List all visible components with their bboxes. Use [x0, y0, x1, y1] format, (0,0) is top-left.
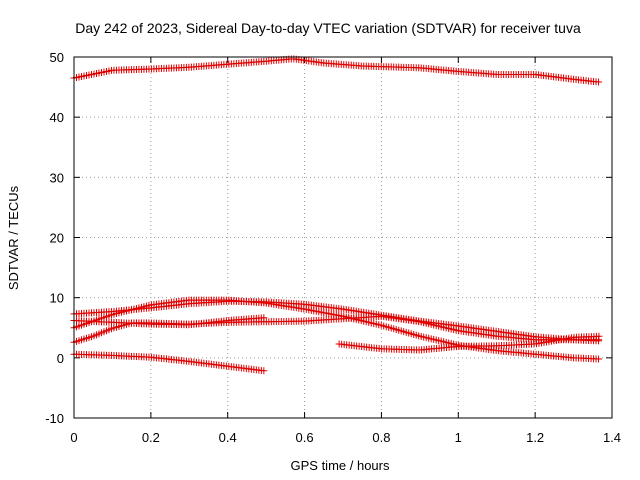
- series-sat-1: [70, 55, 603, 86]
- x-tick-label: 1: [455, 430, 462, 445]
- y-tick-label: 20: [50, 231, 64, 246]
- data-point: [260, 367, 268, 375]
- x-tick-label: 1.2: [526, 430, 544, 445]
- x-tick-label: 1.4: [603, 430, 621, 445]
- y-tick-label: 10: [50, 291, 64, 306]
- y-axis-label: SDTVAR / TECUs: [6, 185, 21, 290]
- series-sat-5: [70, 314, 268, 329]
- x-tick-label: 0.6: [296, 430, 314, 445]
- y-tick-label: 50: [50, 50, 64, 65]
- data-points: [70, 55, 603, 375]
- x-tick-label: 0: [70, 430, 77, 445]
- y-tick-label: 0: [57, 351, 64, 366]
- series-sat-4: [70, 312, 603, 346]
- x-tick-label: 0.2: [142, 430, 160, 445]
- x-tick-label: 0.4: [219, 430, 237, 445]
- data-point: [260, 314, 268, 322]
- data-point: [595, 332, 603, 340]
- plot-frame: [73, 56, 613, 419]
- x-tick-labels: 0 0.2 0.4 0.6 0.8 1 1.2 1.4: [70, 430, 621, 445]
- x-tick-label: 0.8: [372, 430, 390, 445]
- series-sat-6: [70, 350, 268, 375]
- y-tick-label: 40: [50, 110, 64, 125]
- grid: [74, 57, 612, 418]
- data-point: [595, 355, 603, 363]
- y-tick-labels: -10 0 10 20 30 40 50: [45, 50, 64, 426]
- data-point: [595, 78, 603, 86]
- chart-title: Day 242 of 2023, Sidereal Day-to-day VTE…: [75, 20, 581, 36]
- y-tick-label: 30: [50, 170, 64, 185]
- x-axis-label: GPS time / hours: [291, 458, 390, 473]
- series-sat-7: [335, 332, 603, 354]
- y-tick-label: -10: [45, 411, 64, 426]
